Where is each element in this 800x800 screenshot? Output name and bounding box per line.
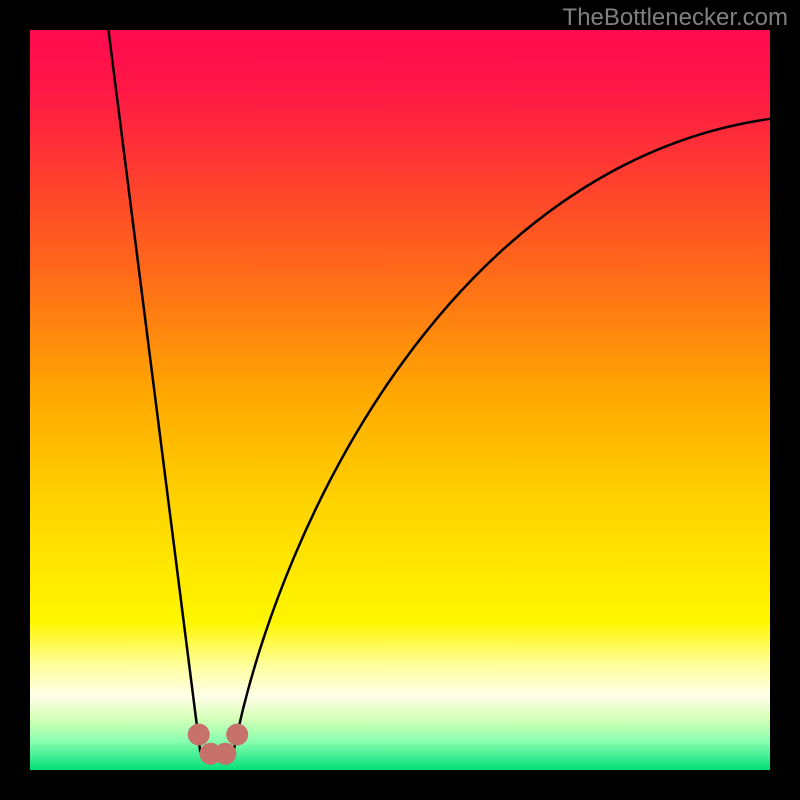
valley-marker: [226, 723, 248, 745]
bottleneck-chart: [0, 0, 800, 800]
plot-background: [30, 30, 770, 770]
valley-marker: [214, 743, 236, 765]
chart-container: TheBottlenecker.com: [0, 0, 800, 800]
valley-marker: [188, 723, 210, 745]
watermark-text: TheBottlenecker.com: [563, 4, 788, 32]
